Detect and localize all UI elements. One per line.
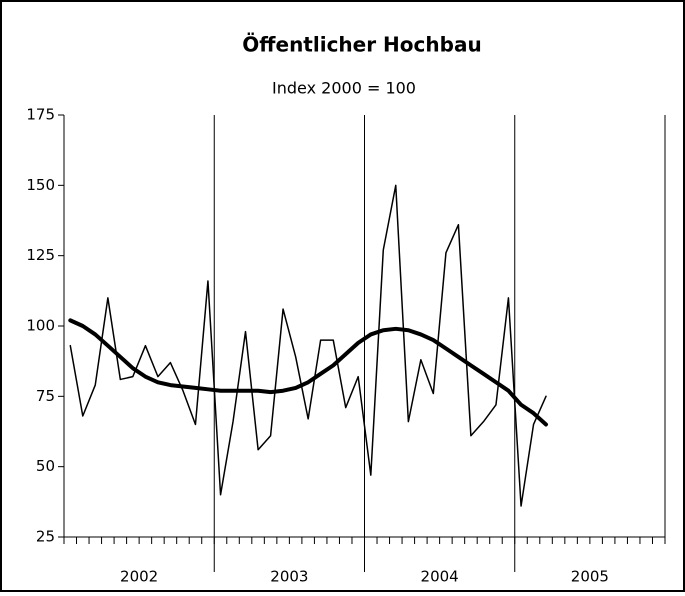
y-tick-label: 150 bbox=[26, 176, 55, 194]
y-tick-label: 125 bbox=[26, 246, 55, 264]
x-tick-label: 2005 bbox=[571, 568, 609, 586]
chart-subtitle: Index 2000 = 100 bbox=[272, 79, 416, 98]
series-line bbox=[69, 184, 547, 507]
x-tick-label: 2004 bbox=[421, 568, 459, 586]
y-tick-label: 175 bbox=[26, 106, 55, 124]
y-tick-label: 100 bbox=[26, 317, 55, 335]
x-tick-label: 2003 bbox=[270, 568, 308, 586]
y-tick-label: 50 bbox=[36, 457, 55, 475]
y-tick-label: 25 bbox=[36, 528, 55, 546]
x-tick-label: 2002 bbox=[120, 568, 158, 586]
series-line bbox=[68, 318, 549, 427]
chart-title: Öffentlicher Hochbau bbox=[242, 33, 481, 57]
y-tick-label: 75 bbox=[36, 387, 55, 405]
